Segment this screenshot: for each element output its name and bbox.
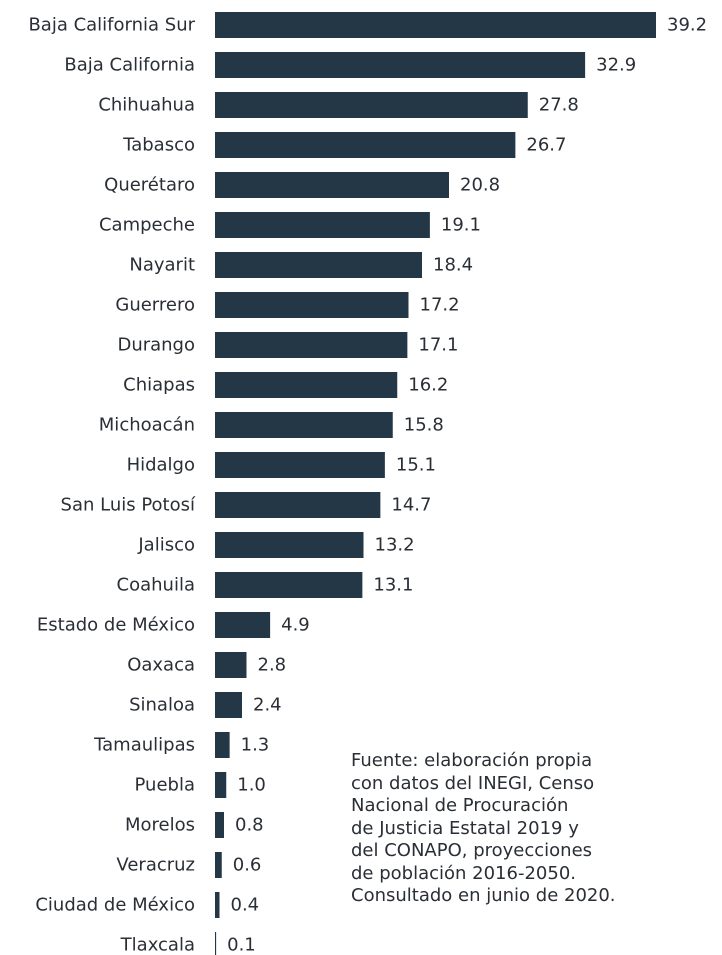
source-note: Fuente: elaboración propia con datos del… xyxy=(351,750,711,908)
category-label: Guerrero xyxy=(115,295,195,316)
source-note-line: de población 2016-2050. xyxy=(351,862,576,884)
data-label: 14.7 xyxy=(391,495,431,516)
bar xyxy=(215,652,247,678)
category-label: San Luis Potosí xyxy=(61,495,196,516)
data-label: 17.1 xyxy=(418,335,458,356)
bar xyxy=(215,772,227,798)
category-label: Oaxaca xyxy=(127,655,195,676)
data-label: 1.3 xyxy=(241,735,270,756)
bar xyxy=(215,12,656,38)
data-label: 19.1 xyxy=(441,215,481,236)
category-label: Nayarit xyxy=(129,255,195,276)
bar xyxy=(215,532,364,558)
bar xyxy=(215,412,393,438)
data-label: 32.9 xyxy=(596,55,636,76)
category-label: Jalisco xyxy=(137,535,195,556)
bar xyxy=(215,172,449,198)
data-label: 20.8 xyxy=(460,175,500,196)
data-label: 0.6 xyxy=(233,855,262,876)
data-label: 27.8 xyxy=(539,95,579,116)
data-label: 13.2 xyxy=(375,535,415,556)
bar xyxy=(215,892,220,918)
source-note-line: del CONAPO, proyecciones xyxy=(351,840,593,861)
data-label: 18.4 xyxy=(433,255,473,276)
category-label: Veracruz xyxy=(116,855,195,876)
data-label: 13.1 xyxy=(373,575,413,596)
category-label: Durango xyxy=(117,335,195,356)
data-label: 39.2 xyxy=(667,15,707,36)
bar xyxy=(215,132,516,158)
bar xyxy=(215,92,528,118)
data-label: 4.9 xyxy=(281,615,310,636)
bar xyxy=(215,372,398,398)
category-label: Hidalgo xyxy=(127,455,195,476)
category-label: Tabasco xyxy=(122,135,195,156)
source-note-line: con datos del INEGI, Censo xyxy=(351,772,595,794)
data-label: 0.8 xyxy=(235,815,264,836)
data-label: 17.2 xyxy=(420,295,460,316)
bar xyxy=(215,612,271,638)
bar xyxy=(215,812,224,838)
data-label: 2.4 xyxy=(253,695,282,716)
source-note-line: Consultado en junio de 2020. xyxy=(351,885,616,906)
bar xyxy=(215,732,230,758)
bar xyxy=(215,492,381,518)
source-note-line: de Justicia Estatal 2019 y xyxy=(351,817,579,839)
category-label: Sinaloa xyxy=(129,695,195,716)
bar xyxy=(215,452,385,478)
category-label: Tamaulipas xyxy=(93,735,195,756)
data-label: 1.0 xyxy=(237,775,266,796)
category-label: Estado de México xyxy=(37,615,195,636)
data-label: 0.1 xyxy=(227,935,256,955)
data-label: 2.8 xyxy=(258,655,287,676)
category-label: Tlaxcala xyxy=(120,935,195,955)
data-label: 26.7 xyxy=(526,135,566,156)
category-label: Puebla xyxy=(135,775,195,796)
category-label: Michoacán xyxy=(99,415,195,436)
category-label: Baja California xyxy=(64,55,195,76)
bar xyxy=(215,852,222,878)
category-label: Chiapas xyxy=(123,375,195,396)
bar xyxy=(215,572,363,598)
bar xyxy=(215,212,430,238)
source-note-line: Nacional de Procuración xyxy=(351,795,569,816)
category-label: Chihuahua xyxy=(98,95,195,116)
bar xyxy=(215,932,217,955)
category-label: Coahuila xyxy=(117,575,195,596)
bar xyxy=(215,52,586,78)
bar xyxy=(215,332,408,358)
data-label: 15.1 xyxy=(396,455,436,476)
category-label: Baja California Sur xyxy=(28,15,195,36)
data-label: 16.2 xyxy=(408,375,448,396)
data-label: 0.4 xyxy=(231,895,260,916)
bar xyxy=(215,292,409,318)
category-label: Ciudad de México xyxy=(35,895,195,916)
category-label: Morelos xyxy=(125,815,195,836)
category-label: Querétaro xyxy=(104,175,195,196)
bar xyxy=(215,692,242,718)
source-note-line: Fuente: elaboración propia xyxy=(351,750,593,771)
data-label: 15.8 xyxy=(404,415,444,436)
category-label: Campeche xyxy=(99,215,195,236)
bar xyxy=(215,252,422,278)
